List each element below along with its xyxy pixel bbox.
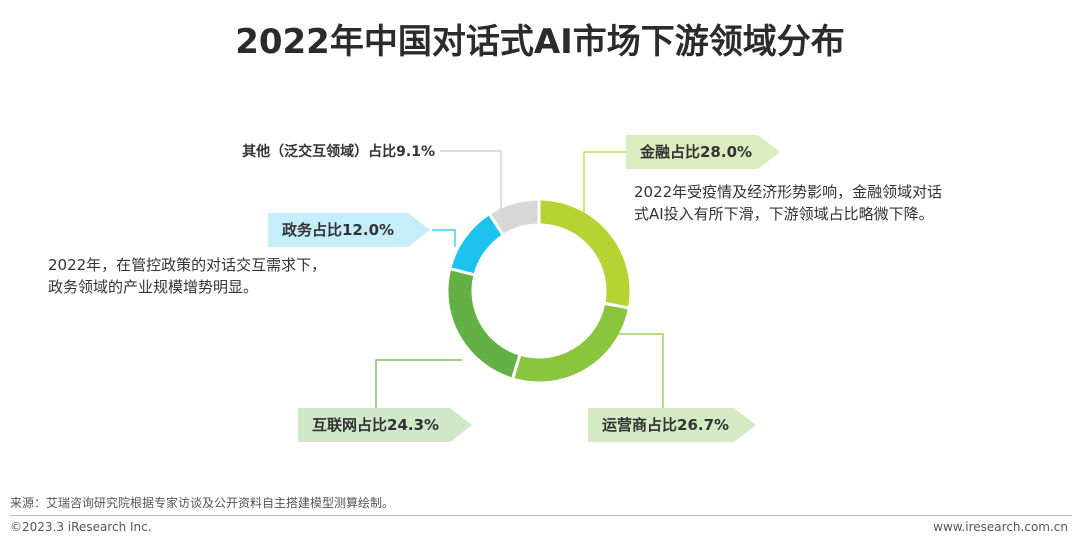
leader-finance — [583, 151, 626, 214]
slice-internet — [445, 266, 522, 381]
callout-internet: 互联网占比24.3% — [298, 408, 472, 442]
finance-note: 2022年受疫情及经济形势影响，金融领域对话 式AI投入有所下滑，下游领域占比略… — [634, 181, 942, 225]
footer-divider — [10, 515, 1072, 516]
finance-note-line1: 2022年受疫情及经济形势影响，金融领域对话 — [634, 183, 943, 201]
leader-internet — [375, 359, 462, 408]
leader-other — [440, 150, 502, 210]
slice-carrier — [510, 301, 632, 385]
callout-other: 其他（泛交互领域）占比9.1% — [242, 144, 435, 160]
chart-title: 2022年中国对话式AI市场下游领域分布 — [235, 22, 845, 62]
copyright: ©2023.3 iResearch Inc. — [10, 520, 152, 534]
slice-other — [487, 197, 541, 238]
callout-finance: 金融占比28.0% — [626, 135, 780, 169]
leader-carrier — [610, 333, 664, 408]
callout-government: 政务占比12.0% — [268, 213, 430, 247]
government-note: 2022年，在管控政策的对话交互需求下， 政务领域的产业规模增势明显。 — [48, 254, 326, 298]
government-note-line2: 政务领域的产业规模增势明显。 — [48, 278, 259, 296]
callout-carrier: 运营商占比26.7% — [588, 408, 756, 442]
website: www.iresearch.com.cn — [933, 520, 1068, 534]
leader-government — [432, 229, 456, 247]
slice-finance — [537, 197, 633, 310]
government-note-line1: 2022年，在管控政策的对话交互需求下， — [48, 256, 327, 274]
finance-note-line2: 式AI投入有所下滑，下游领域占比略微下降。 — [634, 205, 934, 223]
source-note: 来源：艾瑞咨询研究院根据专家访谈及公开资料自主搭建模型测算绘制。 — [10, 496, 395, 510]
